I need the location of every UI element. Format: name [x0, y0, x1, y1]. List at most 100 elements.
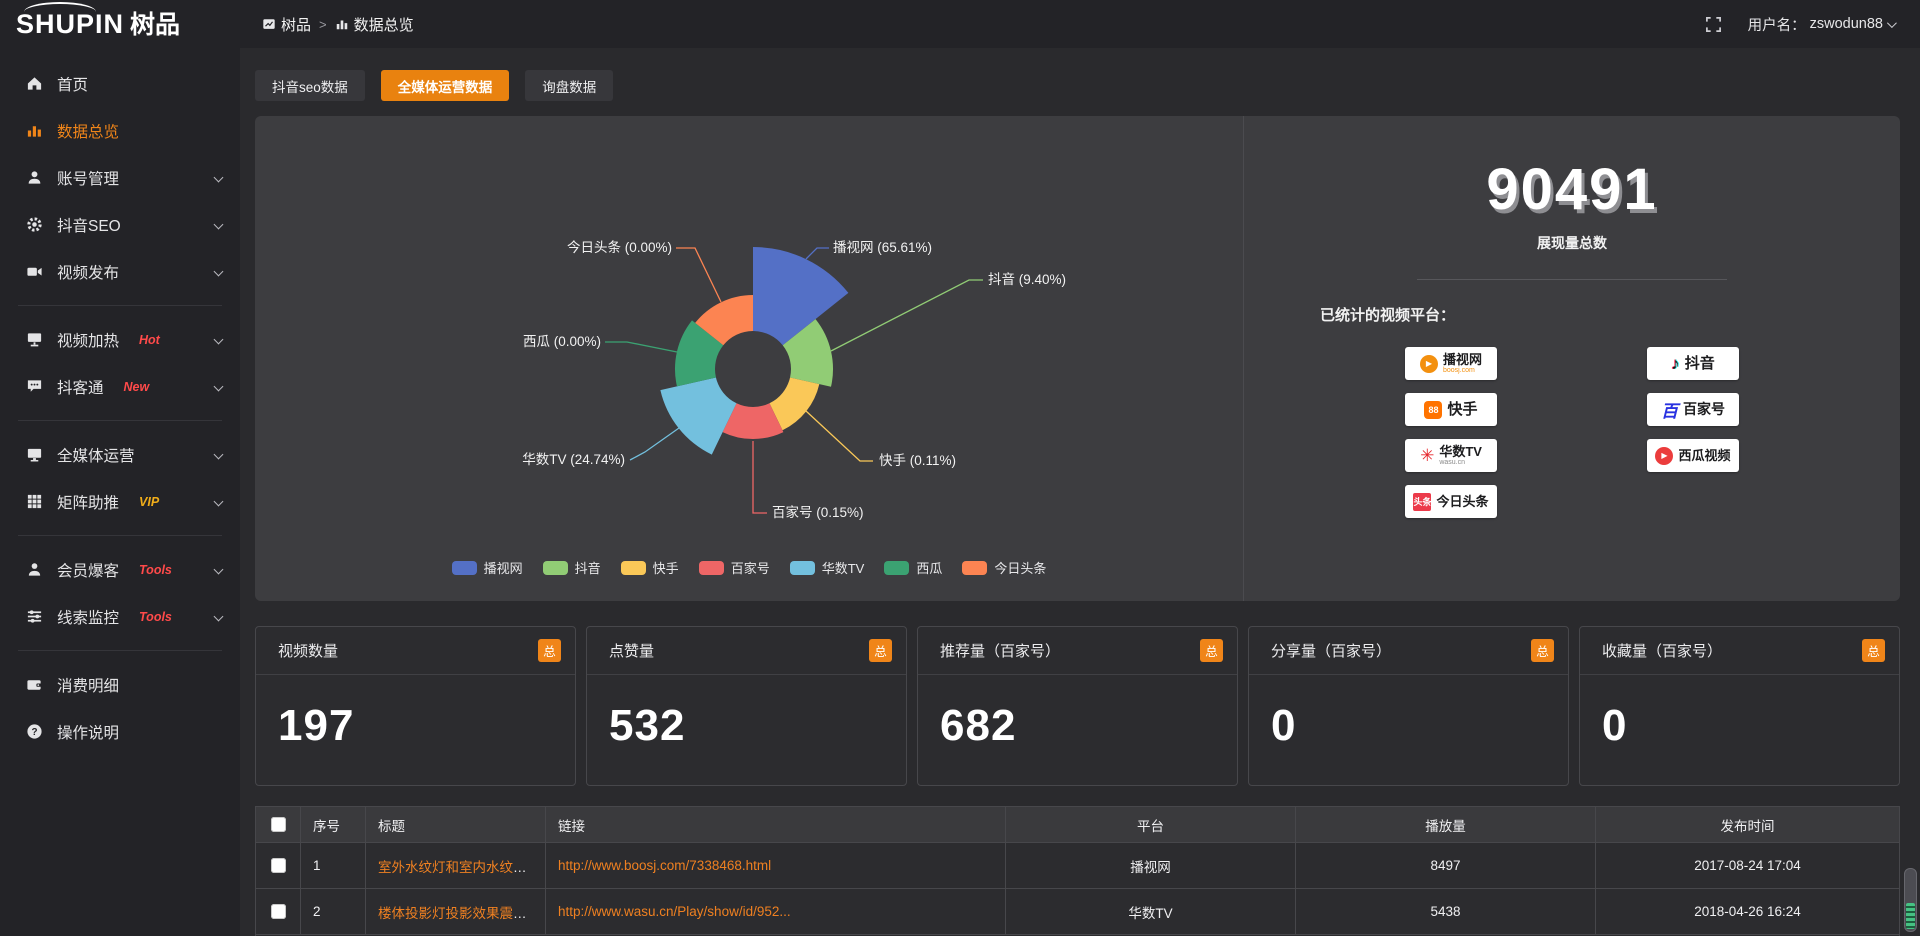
pie-label-line	[805, 410, 873, 462]
tab-douyin-seo[interactable]: 抖音seo数据	[255, 70, 365, 101]
sidebar-item-douyin-seo[interactable]: 抖音SEO	[0, 201, 240, 248]
sidebar-item-instructions[interactable]: ? 操作说明	[0, 708, 240, 755]
stat-value: 0	[1271, 701, 1297, 750]
impressions-label: 展现量总数	[1537, 235, 1607, 251]
pie-slice-西瓜[interactable]	[675, 320, 724, 387]
platforms-grid: ▶ 播视网 boosj.com ♪ 抖音 88 快手 百 百家号	[1244, 347, 1900, 518]
pie-label: 抖音 (9.40%)	[988, 271, 1066, 287]
username: zswodun88	[1809, 16, 1883, 32]
video-url-link[interactable]: http://www.wasu.cn/Play/show/id/952...	[558, 904, 791, 919]
legend-item-播视网[interactable]: 播视网	[451, 558, 523, 577]
pie-label-line	[629, 427, 680, 461]
sidebar-item-omnimedia[interactable]: 全媒体运营	[0, 431, 240, 478]
table-row-partial	[255, 934, 1900, 936]
table-row[interactable]: 2 楼体投影灯投影效果震撼上市 http://www.wasu.cn/Play/…	[255, 888, 1900, 935]
total-badge[interactable]: 总	[1531, 639, 1554, 662]
sidebar-item-video-publish[interactable]: 视频发布	[0, 248, 240, 295]
legend-swatch	[884, 560, 910, 575]
sidebar-item-lead-monitor[interactable]: 线索监控 Tools	[0, 593, 240, 640]
pie-label-line	[830, 279, 983, 352]
video-title-link[interactable]: 楼体投影灯投影效果震撼上市	[378, 905, 546, 921]
pie-slice-快手[interactable]	[769, 377, 820, 431]
pie-slice-今日头条[interactable]	[695, 295, 753, 346]
pie-slice-百家号[interactable]	[722, 403, 784, 439]
pie-label-line	[752, 441, 767, 514]
new-badge: New	[123, 379, 150, 394]
wallet-icon	[27, 680, 42, 690]
sliders-icon	[27, 610, 42, 623]
row-checkbox[interactable]	[270, 904, 286, 920]
logo-suffix: 树品	[130, 10, 181, 39]
legend-item-今日头条[interactable]: 今日头条	[962, 558, 1046, 577]
pie-slice-华数TV[interactable]	[660, 377, 737, 455]
stat-value: 0	[1602, 701, 1628, 750]
platform-badge-douyin: ♪ 抖音	[1647, 347, 1739, 380]
total-badge[interactable]: 总	[538, 639, 561, 662]
tab-inquiry[interactable]: 询盘数据	[525, 70, 614, 101]
sidebar-item-member-burst[interactable]: 会员爆客 Tools	[0, 546, 240, 593]
logo-arc	[24, 1, 97, 12]
col-plays: 播放量	[1295, 806, 1596, 843]
sidebar-item-home[interactable]: 首页	[0, 60, 240, 107]
pie-label: 西瓜 (0.00%)	[523, 334, 601, 349]
legend-item-西瓜[interactable]: 西瓜	[884, 558, 942, 577]
select-all-checkbox[interactable]	[270, 817, 286, 833]
legend-label: 今日头条	[994, 561, 1047, 576]
pie-slice-抖音[interactable]	[782, 319, 834, 387]
col-date: 发布时间	[1595, 806, 1900, 843]
total-badge[interactable]: 总	[869, 639, 892, 662]
breadcrumb: 树品 > 数据总览	[262, 14, 414, 35]
chevron-down-icon	[213, 449, 224, 460]
video-url-link[interactable]: http://www.boosj.com/7338468.html	[558, 858, 772, 873]
stat-value: 682	[940, 701, 1017, 750]
main-content: 抖音seo数据 全媒体运营数据 询盘数据 播视网 (65.61%) 抖音 (9.4…	[240, 48, 1920, 936]
chart-panel: 播视网 (65.61%) 抖音 (9.40%) 快手 (0.11%) 百家号 (0.1…	[255, 116, 1900, 601]
legend-swatch	[962, 560, 988, 575]
breadcrumb-current[interactable]: 数据总览	[335, 14, 414, 35]
sidebar-divider	[18, 305, 222, 306]
pie-label: 华数TV (24.74%)	[522, 452, 625, 467]
tools-badge: Tools	[139, 562, 172, 577]
sidebar-item-spend-details[interactable]: 消费明细	[0, 661, 240, 708]
sidebar-item-matrix-boost[interactable]: 矩阵助推 VIP	[0, 478, 240, 525]
platforms-title: 已统计的视频平台：	[1320, 307, 1456, 324]
col-platform: 平台	[1005, 806, 1296, 843]
chevron-down-icon	[213, 496, 224, 507]
grid-icon	[27, 494, 42, 509]
sidebar-item-video-heat[interactable]: 视频加热 Hot	[0, 316, 240, 363]
pie-slice-播视网[interactable]	[753, 247, 849, 346]
logo-text: SHUPIN	[16, 1, 124, 38]
pie-svg: 播视网 (65.61%) 抖音 (9.40%) 快手 (0.11%) 百家号 (0.1…	[522, 239, 1066, 520]
row-platform: 播视网	[1005, 842, 1296, 889]
tab-omnimedia[interactable]: 全媒体运营数据	[380, 70, 510, 101]
monitor-icon	[27, 448, 42, 462]
legend-item-华数TV[interactable]: 华数TV	[789, 558, 865, 577]
stat-value: 197	[278, 701, 355, 750]
scrollbar-thumb[interactable]	[1904, 868, 1917, 932]
row-index: 2	[300, 888, 366, 935]
legend-label: 快手	[652, 561, 679, 576]
pie-label-line	[805, 247, 829, 260]
row-checkbox[interactable]	[270, 858, 286, 874]
total-badge[interactable]: 总	[1862, 639, 1885, 662]
sidebar-item-doukotong[interactable]: 抖客通 New	[0, 363, 240, 410]
home-icon	[27, 77, 42, 90]
sidebar-item-account[interactable]: 账号管理	[0, 154, 240, 201]
legend-item-百家号[interactable]: 百家号	[698, 558, 770, 577]
user-menu[interactable]: 用户名： zswodun88	[1748, 14, 1897, 35]
table-row[interactable]: 1 室外水纹灯和室内水纹灯的区别和简介 http://www.boosj.com…	[255, 842, 1900, 889]
legend-item-快手[interactable]: 快手	[620, 558, 679, 577]
fullscreen-icon[interactable]	[1705, 16, 1722, 33]
breadcrumb-root[interactable]: 树品	[262, 14, 311, 35]
sidebar-item-data-overview[interactable]: 数据总览	[0, 107, 240, 154]
col-index: 序号	[300, 806, 366, 843]
summary-panel: 90491 展现量总数 已统计的视频平台： ▶ 播视网 boosj.com ♪ 抖…	[1243, 116, 1900, 601]
tools-badge: Tools	[139, 609, 172, 624]
legend-swatch	[789, 560, 815, 575]
legend-item-抖音[interactable]: 抖音	[542, 558, 601, 577]
chevron-down-icon	[213, 611, 224, 622]
legend-label: 华数TV	[821, 561, 865, 576]
video-title-link[interactable]: 室外水纹灯和室内水纹灯的区别和简介	[378, 859, 545, 875]
vip-badge: VIP	[139, 494, 160, 509]
total-badge[interactable]: 总	[1200, 639, 1223, 662]
